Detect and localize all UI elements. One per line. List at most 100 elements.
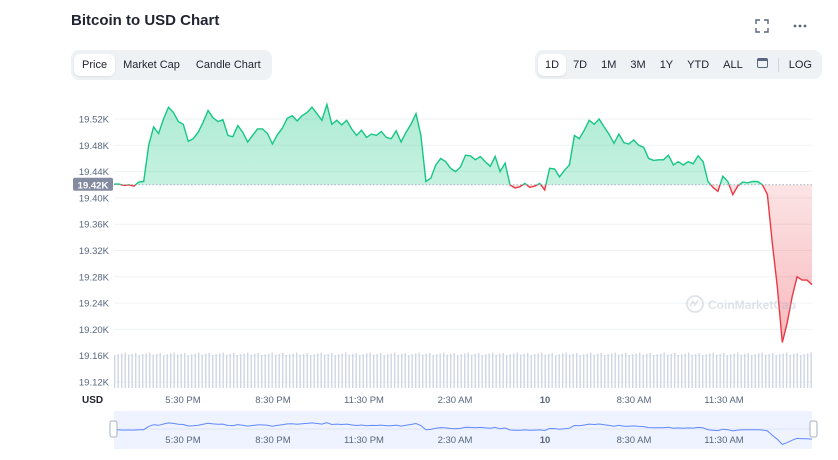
volume-bar <box>117 354 119 388</box>
tab-price[interactable]: Price <box>74 54 116 76</box>
volume-bar <box>639 352 641 388</box>
volume-bar <box>670 353 672 388</box>
volume-bar <box>422 354 424 388</box>
volume-bar <box>390 353 392 388</box>
volume-bar <box>170 353 172 388</box>
area-above-baseline <box>114 104 812 185</box>
volume-bar <box>159 353 161 388</box>
x-tick-label: 11:30 AM <box>704 395 744 406</box>
volume-bar <box>674 353 676 388</box>
volume-bar <box>506 355 508 388</box>
range-1d[interactable]: 1D <box>538 53 567 76</box>
range-1m[interactable]: 1M <box>601 58 617 71</box>
volume-bar <box>772 353 774 388</box>
volume-bar <box>691 354 693 388</box>
range-ytd[interactable]: YTD <box>687 58 710 71</box>
volume-bar <box>737 352 739 388</box>
volume-bar <box>796 353 798 388</box>
volume-bar <box>222 352 224 388</box>
volume-bar <box>481 355 483 388</box>
volume-bar <box>282 353 284 388</box>
volume-bar <box>467 352 469 388</box>
volume-bar <box>782 353 784 388</box>
volume-bar <box>278 353 280 388</box>
navigator: 5:30 PM 8:30 PM 11:30 PM 2:30 AM 10 8:30 AM 11… <box>109 411 818 449</box>
volume-bar <box>299 354 301 388</box>
volume-bar <box>537 353 539 388</box>
baseline-label: 19.42K <box>78 180 109 191</box>
volume-bar <box>478 353 480 388</box>
series-line-up <box>114 101 764 185</box>
volume-bars <box>114 352 812 388</box>
volume-bar <box>569 354 571 388</box>
volume-bar <box>590 352 592 388</box>
fullscreen-icon[interactable] <box>752 16 772 36</box>
volume-bar <box>212 355 214 388</box>
volume-bar <box>663 352 665 388</box>
range-1y[interactable]: 1Y <box>659 58 674 71</box>
y-tick-label: 19.52K <box>79 115 110 126</box>
volume-bar <box>604 355 606 388</box>
volume-bar <box>709 353 711 388</box>
volume-bar <box>355 353 357 388</box>
log-toggle[interactable]: LOG <box>788 58 812 71</box>
calendar-button[interactable] <box>750 54 775 76</box>
volume-bar <box>551 353 553 388</box>
volume-bar <box>572 353 574 388</box>
volume-bar <box>460 354 462 388</box>
volume-bar <box>807 353 809 388</box>
volume-bar <box>695 353 697 388</box>
volume-bar <box>502 353 504 388</box>
volume-bar <box>184 353 186 388</box>
volume-bar <box>271 352 273 388</box>
volume-bar <box>352 353 354 388</box>
volume-bar <box>320 352 322 388</box>
y-tick-label: 19.32K <box>79 246 110 257</box>
range-all[interactable]: ALL <box>723 58 743 71</box>
more-options-icon[interactable] <box>790 16 810 36</box>
volume-bar <box>296 352 298 388</box>
volume-bar <box>289 354 291 388</box>
volume-bar <box>723 353 725 388</box>
tab-market-cap[interactable]: Market Cap <box>123 59 180 71</box>
volume-bar <box>530 355 532 388</box>
navigator-tick-label: 8:30 AM <box>617 435 652 446</box>
volume-bar <box>415 353 417 388</box>
volume-bar <box>313 354 315 388</box>
navigator-tick-label: 11:30 PM <box>344 435 384 446</box>
volume-bar <box>555 355 557 388</box>
volume-bar <box>387 354 389 388</box>
volume-bar <box>303 353 305 388</box>
volume-bar <box>733 353 735 388</box>
volume-bar <box>149 352 151 388</box>
volume-bar <box>226 354 228 388</box>
volume-bar <box>292 353 294 388</box>
volume-bar <box>219 353 221 388</box>
divider <box>777 57 779 72</box>
volume-bar <box>635 353 637 388</box>
volume-bar <box>408 355 410 388</box>
volume-bar <box>520 354 522 388</box>
volume-bar <box>562 353 564 388</box>
watermark: CoinMarketCap <box>686 295 796 313</box>
volume-bar <box>208 353 210 388</box>
price-area <box>114 104 812 343</box>
range-3m[interactable]: 3M <box>630 58 646 71</box>
volume-bar <box>499 353 501 388</box>
volume-bar <box>495 354 497 388</box>
range-7d[interactable]: 7D <box>573 58 588 71</box>
navigator-tick-label: 2:30 AM <box>438 435 473 446</box>
tab-candle-chart[interactable]: Candle Chart <box>195 59 261 71</box>
volume-bar <box>243 353 245 388</box>
volume-bar <box>775 355 777 388</box>
volume-bar <box>306 353 308 388</box>
volume-bar <box>716 354 718 388</box>
volume-bar <box>250 354 252 388</box>
volume-bar <box>688 352 690 388</box>
volume-bar <box>439 353 441 388</box>
volume-bar <box>345 352 347 388</box>
volume-bar <box>327 353 329 388</box>
volume-bar <box>366 353 368 388</box>
volume-bar <box>586 353 588 388</box>
y-tick-label: 19.48K <box>79 141 110 152</box>
